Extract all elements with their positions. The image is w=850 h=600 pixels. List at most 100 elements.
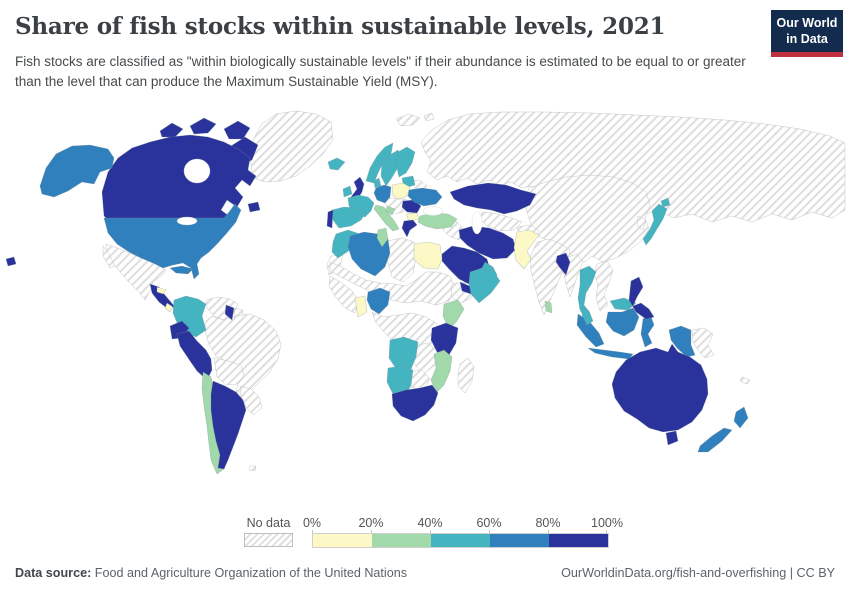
legend-no-data-label: No data bbox=[246, 516, 291, 530]
owid-url-link[interactable]: OurWorldinData.org/fish-and-overfishing … bbox=[561, 566, 835, 580]
owid-logo-accent-bar bbox=[771, 51, 843, 57]
country-angola[interactable] bbox=[388, 336, 419, 371]
sea-hudson-bay bbox=[183, 158, 211, 184]
country-west-africa[interactable] bbox=[328, 275, 360, 314]
country-united-states[interactable] bbox=[103, 203, 242, 280]
country-south-africa[interactable] bbox=[391, 384, 439, 422]
country-vietnam[interactable] bbox=[593, 260, 614, 312]
country-new-zealand-north[interactable] bbox=[733, 406, 749, 429]
country-new-caledonia[interactable] bbox=[739, 376, 751, 385]
country-philippines[interactable] bbox=[628, 276, 655, 320]
legend-tickmark bbox=[548, 530, 549, 533]
country-algeria[interactable] bbox=[347, 231, 391, 277]
country-sweden[interactable] bbox=[380, 149, 403, 187]
country-indonesia-sumatra[interactable] bbox=[576, 313, 605, 348]
page-title: Share of fish stocks within sustainable … bbox=[15, 13, 666, 40]
owid-logo[interactable]: Our World in Data bbox=[771, 10, 843, 57]
legend-no-data-swatch[interactable] bbox=[244, 533, 293, 547]
country-turkey[interactable] bbox=[417, 212, 458, 230]
legend-bin-60-80[interactable] bbox=[490, 534, 549, 547]
legend-tick-80: 80% bbox=[535, 516, 561, 530]
country-canada[interactable] bbox=[101, 134, 257, 219]
country-malaysia-borneo[interactable] bbox=[609, 297, 637, 311]
country-canada-island[interactable] bbox=[159, 122, 184, 138]
sea-caspian-sea bbox=[471, 211, 483, 235]
country-iceland[interactable] bbox=[327, 157, 346, 171]
country-cuba[interactable] bbox=[169, 265, 194, 275]
country-korea[interactable] bbox=[636, 215, 647, 231]
legend-tickmark bbox=[489, 530, 490, 533]
country-sri-lanka[interactable] bbox=[544, 300, 553, 314]
country-alaska[interactable] bbox=[39, 144, 115, 198]
country-costa-rica[interactable] bbox=[164, 302, 174, 313]
country-argentina[interactable] bbox=[210, 380, 247, 470]
country-denmark[interactable] bbox=[373, 177, 382, 189]
country-somalia[interactable] bbox=[468, 267, 501, 304]
country-svalbard[interactable] bbox=[423, 112, 435, 122]
country-egypt[interactable] bbox=[413, 241, 443, 270]
country-greece[interactable] bbox=[401, 219, 418, 238]
country-indonesia-papua[interactable] bbox=[668, 325, 696, 358]
country-indonesia-java[interactable] bbox=[587, 347, 634, 360]
country-guyana[interactable] bbox=[224, 304, 235, 321]
country-mozambique[interactable] bbox=[430, 349, 453, 394]
legend-tick-60: 60% bbox=[476, 516, 502, 530]
country-central-asia[interactable] bbox=[479, 211, 523, 232]
legend-bin-20-40[interactable] bbox=[372, 534, 431, 547]
legend-tick-0: 0% bbox=[302, 516, 322, 530]
country-kenya[interactable] bbox=[442, 299, 465, 330]
chart-subtitle: Fish stocks are classified as "within bi… bbox=[15, 54, 746, 90]
country-japan-hokkaido[interactable] bbox=[660, 197, 671, 208]
country-canada-newfoundland[interactable] bbox=[247, 201, 261, 213]
country-canada-island[interactable] bbox=[223, 120, 251, 140]
country-svalbard[interactable] bbox=[395, 113, 421, 127]
sea-great-lakes bbox=[176, 216, 198, 226]
country-spain[interactable] bbox=[331, 206, 367, 229]
country-australia[interactable] bbox=[611, 343, 709, 433]
country-ghana[interactable] bbox=[354, 295, 368, 318]
legend-bin-80-100[interactable] bbox=[549, 534, 608, 547]
country-mexico-baja[interactable] bbox=[102, 245, 116, 269]
country-portugal[interactable] bbox=[326, 209, 334, 229]
country-indonesia-kalimantan[interactable] bbox=[605, 307, 640, 337]
country-pacific-island[interactable] bbox=[5, 256, 17, 267]
country-malaysia-peninsula[interactable] bbox=[581, 306, 594, 326]
country-ireland[interactable] bbox=[342, 185, 353, 198]
country-nigeria[interactable] bbox=[366, 287, 391, 315]
country-honduras[interactable] bbox=[156, 286, 167, 295]
country-falkland-islands[interactable] bbox=[248, 465, 257, 472]
country-finland[interactable] bbox=[395, 146, 416, 178]
legend-bin-0-20[interactable] bbox=[313, 534, 372, 547]
country-australia-tasmania[interactable] bbox=[665, 430, 679, 446]
country-pakistan[interactable] bbox=[513, 229, 540, 270]
country-peru[interactable] bbox=[176, 330, 213, 381]
legend-tickmark bbox=[312, 530, 313, 533]
country-greenland[interactable] bbox=[249, 110, 334, 183]
country-thailand[interactable] bbox=[577, 265, 597, 320]
legend-tick-40: 40% bbox=[417, 516, 443, 530]
country-ukraine[interactable] bbox=[407, 187, 443, 207]
country-tunisia[interactable] bbox=[376, 227, 389, 248]
country-bolivia[interactable] bbox=[213, 357, 245, 386]
country-paraguay-uruguay[interactable] bbox=[239, 385, 263, 416]
country-russia[interactable] bbox=[420, 111, 846, 223]
country-new-zealand-south[interactable] bbox=[697, 427, 733, 453]
country-norway[interactable] bbox=[365, 142, 394, 184]
legend-bin-40-60[interactable] bbox=[431, 534, 490, 547]
data-regions bbox=[5, 117, 749, 475]
country-papua-new-guinea[interactable] bbox=[691, 327, 715, 359]
country-tanzania[interactable] bbox=[430, 322, 459, 356]
country-canada-island[interactable] bbox=[189, 117, 217, 135]
country-japan[interactable] bbox=[642, 203, 668, 246]
country-germany[interactable] bbox=[373, 184, 392, 204]
country-poland[interactable] bbox=[391, 182, 411, 200]
country-kazakhstan[interactable] bbox=[449, 182, 537, 215]
country-bangladesh[interactable] bbox=[555, 252, 571, 276]
country-central-america[interactable] bbox=[149, 283, 176, 310]
map-legend: No data 0% 20% 40% 60% 80% 100% bbox=[0, 516, 850, 552]
country-croatia[interactable] bbox=[385, 205, 396, 216]
country-madagascar[interactable] bbox=[457, 357, 475, 394]
country-libya[interactable] bbox=[385, 237, 417, 283]
country-indonesia-sulawesi[interactable] bbox=[640, 313, 655, 348]
country-iran[interactable] bbox=[458, 225, 517, 260]
